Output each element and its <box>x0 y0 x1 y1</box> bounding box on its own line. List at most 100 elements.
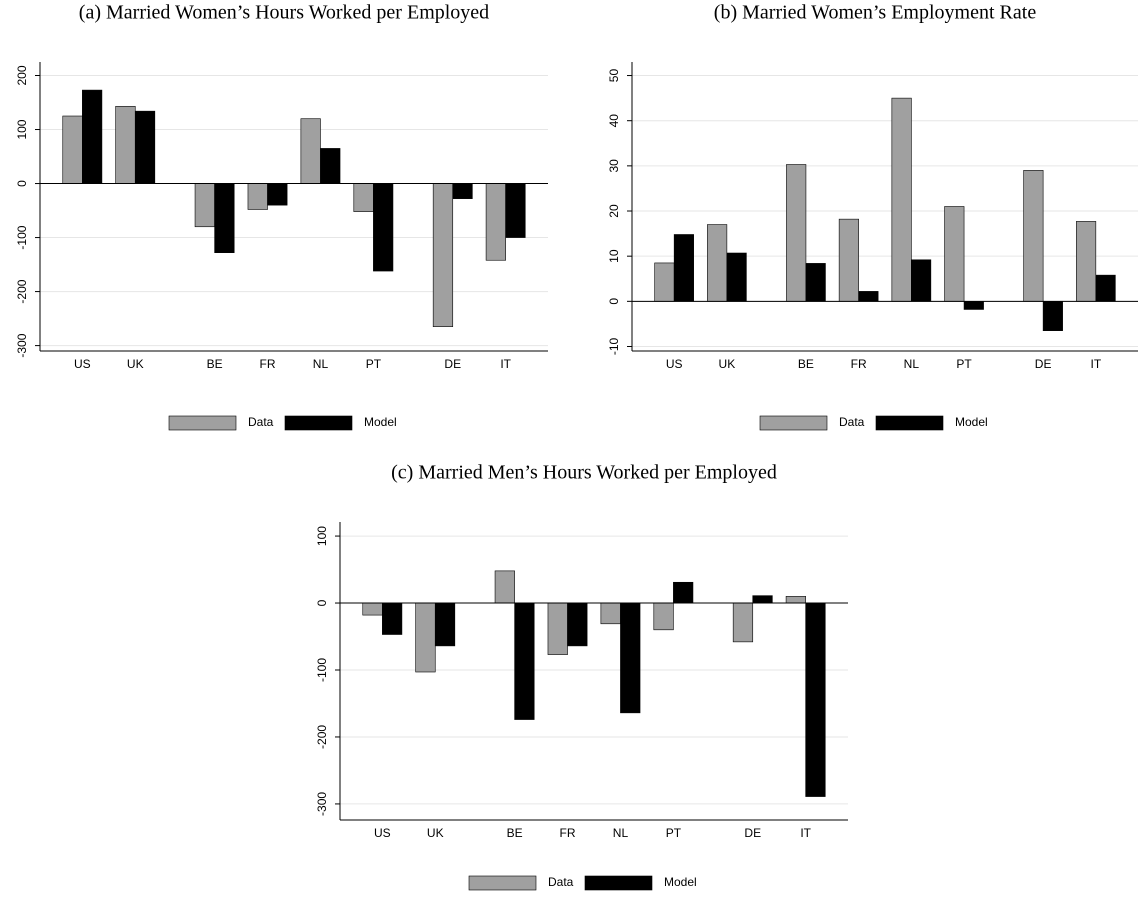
chart-title: (b) Married Women’s Employment Rate <box>714 2 1037 24</box>
y-tick-label: 100 <box>315 526 329 546</box>
x-tick-label: PT <box>666 826 682 840</box>
y-tick-label: 100 <box>15 119 29 139</box>
legend-swatch <box>468 875 537 891</box>
x-tick-label: BE <box>207 357 223 371</box>
bar <box>1076 221 1097 302</box>
bar <box>214 183 235 253</box>
x-tick-label: BE <box>798 357 814 371</box>
bar <box>786 164 807 302</box>
bar <box>485 183 506 261</box>
x-tick-label: IT <box>1090 357 1101 371</box>
bar <box>1095 274 1116 302</box>
legend-label: Data <box>248 415 274 429</box>
bar <box>963 301 984 310</box>
y-tick-label: 30 <box>607 159 621 173</box>
y-tick-label: 200 <box>15 65 29 85</box>
x-tick-label: IT <box>800 826 811 840</box>
x-tick-label: FR <box>560 826 576 840</box>
bar <box>432 183 454 327</box>
bar <box>494 570 515 604</box>
x-tick-label: PT <box>956 357 972 371</box>
bar <box>707 224 728 302</box>
legend-swatch <box>584 875 653 891</box>
legend-label: Model <box>955 415 988 429</box>
legend-label: Data <box>548 875 574 889</box>
y-tick-label: 0 <box>315 599 329 606</box>
y-tick-label: 40 <box>607 114 621 128</box>
y-tick-label: -200 <box>15 279 29 303</box>
bar <box>600 602 621 625</box>
bar <box>732 602 754 643</box>
y-tick-label: 0 <box>15 180 29 187</box>
x-tick-label: NL <box>613 826 629 840</box>
bar <box>785 596 806 604</box>
bar <box>415 602 436 673</box>
bar <box>320 148 341 184</box>
bar <box>911 259 932 302</box>
bar <box>653 602 674 631</box>
x-tick-label: US <box>74 357 91 371</box>
bar <box>673 581 694 604</box>
bar <box>452 183 473 199</box>
legend-swatch <box>168 415 237 431</box>
bar <box>373 183 394 272</box>
bar <box>82 89 103 184</box>
bar <box>805 602 826 797</box>
bar <box>115 105 136 184</box>
bar <box>673 234 694 302</box>
y-tick-label: 20 <box>607 204 621 218</box>
bar <box>726 252 747 302</box>
y-tick-label: -300 <box>315 792 329 816</box>
x-tick-label: BE <box>507 826 523 840</box>
x-tick-label: IT <box>500 357 511 371</box>
bar <box>620 602 641 714</box>
x-tick-label: UK <box>427 826 444 840</box>
bar <box>362 602 383 616</box>
y-tick-label: -10 <box>607 337 621 355</box>
y-tick-label: 0 <box>607 298 621 305</box>
bar <box>654 262 675 302</box>
bar <box>505 183 526 238</box>
bar <box>62 115 83 184</box>
y-tick-label: -100 <box>15 225 29 249</box>
y-tick-label: -300 <box>15 333 29 357</box>
bar <box>353 183 374 212</box>
bar <box>805 263 826 302</box>
bar <box>858 291 879 302</box>
x-tick-label: US <box>374 826 391 840</box>
legend-swatch <box>875 415 944 431</box>
bar <box>194 183 215 228</box>
y-tick-label: 10 <box>607 249 621 263</box>
bar <box>134 110 156 184</box>
bar <box>944 206 965 302</box>
x-tick-label: UK <box>719 357 736 371</box>
bar <box>1042 301 1063 331</box>
x-tick-label: NL <box>313 357 329 371</box>
legend-label: Model <box>664 875 697 889</box>
x-tick-label: PT <box>366 357 382 371</box>
x-tick-label: UK <box>127 357 144 371</box>
bar <box>267 183 288 206</box>
bar <box>891 97 912 302</box>
y-tick-label: 50 <box>607 69 621 83</box>
bar <box>752 595 773 604</box>
legend-label: Model <box>364 415 397 429</box>
bar <box>434 602 456 647</box>
x-tick-label: FR <box>851 357 867 371</box>
y-tick-label: -200 <box>315 725 329 749</box>
x-tick-label: FR <box>260 357 276 371</box>
legend-swatch <box>759 415 828 431</box>
bar <box>838 218 859 302</box>
legend-swatch <box>284 415 353 431</box>
bar <box>247 183 268 210</box>
x-tick-label: NL <box>904 357 920 371</box>
bar <box>300 118 321 184</box>
chart-title: (a) Married Women’s Hours Worked per Emp… <box>79 2 489 24</box>
bar <box>567 602 588 647</box>
legend-label: Data <box>839 415 865 429</box>
bar <box>514 602 535 720</box>
bar <box>547 602 568 655</box>
chart-title: (c) Married Men’s Hours Worked per Emplo… <box>391 462 777 484</box>
bar <box>1023 170 1044 302</box>
